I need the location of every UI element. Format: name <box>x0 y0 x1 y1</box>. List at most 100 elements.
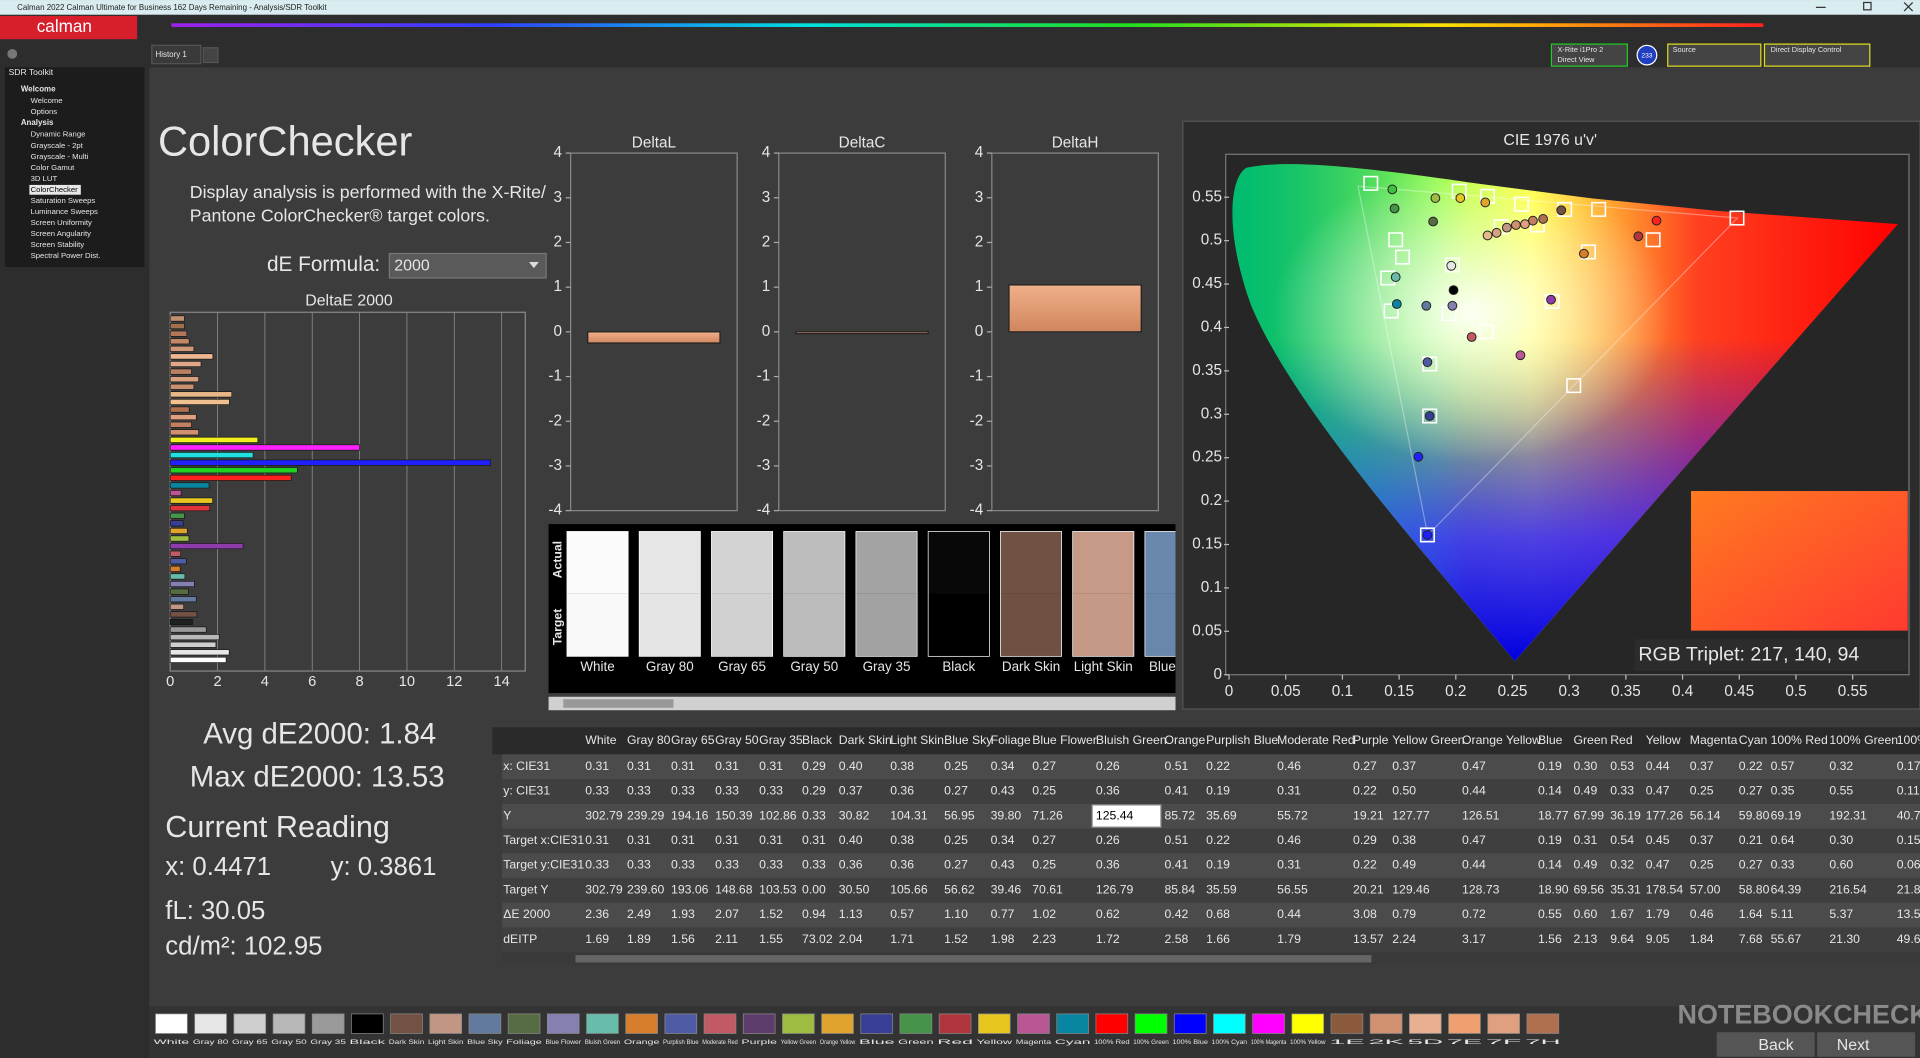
y-tick-label: 0 <box>762 323 771 340</box>
palette-swatch[interactable] <box>625 1013 658 1034</box>
sidebar-item[interactable]: Screen Uniformity <box>31 218 92 227</box>
bar <box>169 338 190 345</box>
palette-swatch[interactable] <box>390 1013 423 1034</box>
table-cell: 0.55 <box>1538 907 1562 921</box>
swatch-label: Gray 35 <box>863 659 911 674</box>
table-cell: 0.31 <box>802 833 826 847</box>
display-box[interactable] <box>1763 43 1871 67</box>
table-cell: 70.61 <box>1032 882 1063 896</box>
palette-swatch[interactable] <box>821 1013 854 1034</box>
back-button[interactable] <box>1716 1032 1815 1057</box>
sidebar-item[interactable]: Spectral Power Dist. <box>31 251 101 260</box>
sidebar-item[interactable]: Saturation Sweeps <box>31 196 96 205</box>
sidebar-item[interactable]: ColorChecker <box>31 185 79 194</box>
formula-dropdown[interactable] <box>388 252 547 279</box>
sidebar-item[interactable]: Color Gamut <box>31 163 76 172</box>
palette-swatch[interactable] <box>1252 1013 1285 1034</box>
palette-swatch[interactable] <box>233 1013 267 1034</box>
palette-label: White <box>154 1039 190 1046</box>
table-cell: 0.72 <box>1462 907 1486 921</box>
table-cell: 58.80 <box>1739 882 1770 896</box>
table-cell: 239.60 <box>627 882 665 896</box>
sidebar-item[interactable]: Dynamic Range <box>31 130 86 139</box>
table-cell: 0.14 <box>1538 858 1562 872</box>
sidebar-item[interactable]: Luminance Sweeps <box>31 207 98 216</box>
row-label: y: CIE31 <box>503 784 550 798</box>
palette-swatch[interactable] <box>1095 1013 1129 1034</box>
window-buttons[interactable] <box>1815 1 1914 12</box>
sidebar-item[interactable]: 3D LUT <box>31 174 58 183</box>
palette-swatch[interactable] <box>429 1013 462 1034</box>
palette-swatch[interactable] <box>938 1013 972 1034</box>
swatch-target <box>711 593 773 657</box>
table-scroll-thumb[interactable] <box>575 955 1372 963</box>
table-cell: 55.67 <box>1771 932 1802 946</box>
palette-swatch[interactable] <box>155 1013 188 1034</box>
sidebar-item[interactable]: Screen Angularity <box>31 229 92 238</box>
swatch-actual <box>1000 531 1062 594</box>
table-cell: 0.94 <box>802 907 826 921</box>
table-cell: 0.41 <box>1164 858 1188 872</box>
row-label: Y <box>503 808 511 822</box>
palette-swatch[interactable] <box>468 1013 502 1034</box>
target-marker <box>1544 293 1560 309</box>
palette-swatch[interactable] <box>782 1013 815 1034</box>
palette-swatch[interactable] <box>194 1013 227 1034</box>
palette-swatch[interactable] <box>1291 1013 1325 1034</box>
palette-swatch[interactable] <box>1134 1013 1168 1034</box>
palette-swatch[interactable] <box>1213 1013 1246 1034</box>
palette-swatch[interactable] <box>1409 1013 1442 1034</box>
x-tick-label: 0.25 <box>1498 683 1528 700</box>
swatch-label: Gray 80 <box>646 659 694 674</box>
actual-marker <box>1447 300 1458 311</box>
palette-swatch[interactable] <box>1056 1013 1089 1034</box>
table-cell: 0.47 <box>1462 759 1486 773</box>
sidebar-item[interactable]: Welcome <box>31 96 63 105</box>
table-cell: 1.55 <box>759 932 783 946</box>
palette-swatch[interactable] <box>978 1013 1011 1034</box>
swatch-scroll-thumb[interactable] <box>563 699 674 708</box>
table-cell: 0.33 <box>1610 784 1634 798</box>
logo-box[interactable] <box>0 15 138 40</box>
palette-swatch[interactable] <box>1526 1013 1560 1034</box>
y-tick-label: 0.25 <box>1192 449 1222 466</box>
palette-swatch[interactable] <box>1330 1013 1364 1034</box>
sidebar-item[interactable]: Grayscale - 2pt <box>31 141 84 150</box>
table-cell: 0.36 <box>890 784 914 798</box>
palette-swatch[interactable] <box>1487 1013 1520 1034</box>
palette-swatch[interactable] <box>507 1013 541 1034</box>
bar <box>169 391 233 398</box>
sidebar-selection <box>29 184 81 195</box>
palette-swatch[interactable] <box>272 1013 306 1034</box>
palette-swatch[interactable] <box>664 1013 698 1034</box>
palette-swatch[interactable] <box>351 1013 384 1034</box>
palette-swatch[interactable] <box>1448 1013 1481 1034</box>
palette-swatch[interactable] <box>899 1013 933 1034</box>
palette-swatch[interactable] <box>703 1013 737 1034</box>
palette-swatch[interactable] <box>311 1013 345 1034</box>
table-cell: 0.31 <box>671 759 695 773</box>
palette-swatch[interactable] <box>742 1013 776 1034</box>
table-cell: 0.26 <box>1096 759 1120 773</box>
sidebar-item[interactable]: Options <box>31 107 58 116</box>
add-tab[interactable] <box>202 47 219 64</box>
sidebar-item[interactable]: Screen Stability <box>31 240 85 249</box>
y-tick-label: 3 <box>975 189 984 206</box>
table-cell: 0.31 <box>627 833 651 847</box>
palette-swatch[interactable] <box>1173 1013 1207 1034</box>
palette-swatch[interactable] <box>1369 1013 1403 1034</box>
source-box[interactable] <box>1667 43 1762 67</box>
table-cell: 0.37 <box>1690 759 1714 773</box>
palette-swatch[interactable] <box>1017 1013 1050 1034</box>
swatch-scrollbar[interactable] <box>548 696 1176 711</box>
history-tab[interactable] <box>151 44 202 65</box>
sidebar-toggle[interactable] <box>7 49 18 59</box>
palette-swatch[interactable] <box>546 1013 580 1034</box>
meter-badge[interactable] <box>1636 44 1658 66</box>
palette-swatch[interactable] <box>860 1013 894 1034</box>
meter-box[interactable] <box>1550 43 1628 67</box>
table-cell: 0.40 <box>839 833 863 847</box>
palette-swatch[interactable] <box>586 1013 619 1034</box>
sidebar-item[interactable]: Grayscale - Multi <box>31 152 89 161</box>
next-button[interactable] <box>1817 1032 1916 1057</box>
